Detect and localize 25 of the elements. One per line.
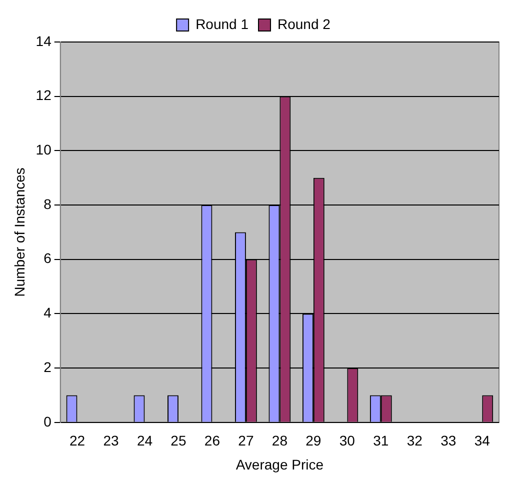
y-tick-label: 0: [44, 413, 52, 430]
y-tick-label: 4: [44, 304, 52, 321]
y-tick-label: 6: [44, 250, 52, 266]
legend-label: Round 1: [196, 16, 249, 32]
x-tick-label: 28: [272, 432, 288, 449]
x-axis-title: Average Price: [236, 456, 324, 472]
y-tick-label: 10: [36, 142, 52, 158]
x-tick-label: 22: [69, 432, 86, 449]
y-tick-label: 12: [36, 87, 52, 104]
x-tick-label: 27: [238, 432, 254, 449]
x-tick-label: 26: [204, 432, 220, 449]
legend-label: Round 2: [278, 16, 331, 32]
x-tick-label: 29: [306, 432, 322, 449]
x-tick-label: 33: [440, 432, 456, 449]
y-tick-label: 2: [44, 358, 52, 375]
x-tick-label: 25: [170, 432, 186, 449]
x-tick-label: 24: [136, 432, 153, 449]
x-tick-label: 32: [406, 432, 423, 449]
y-tick-label: 8: [44, 196, 52, 212]
x-tick-label: 31: [373, 432, 389, 449]
x-tick-label: 34: [474, 432, 490, 449]
y-axis-title: Number of Instances: [11, 168, 28, 297]
x-tick-label: 30: [339, 432, 356, 449]
x-tick-label: 23: [103, 432, 119, 449]
y-tick-label: 14: [36, 32, 52, 49]
